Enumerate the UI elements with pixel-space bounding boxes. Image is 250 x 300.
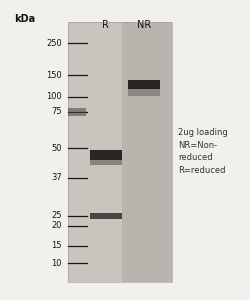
Text: 250: 250 [46, 38, 62, 47]
Bar [128, 80, 159, 89]
Bar [68, 22, 122, 282]
Text: 10: 10 [51, 259, 62, 268]
Text: 150: 150 [46, 70, 62, 80]
Bar [122, 22, 171, 282]
Text: 100: 100 [46, 92, 62, 101]
Text: 15: 15 [51, 242, 62, 250]
Text: NR: NR [136, 20, 150, 30]
Text: 75: 75 [51, 107, 62, 116]
Text: 50: 50 [51, 143, 62, 152]
Text: 20: 20 [51, 221, 62, 230]
Bar [128, 89, 159, 96]
Bar [68, 108, 86, 116]
Bar [90, 150, 122, 160]
Bar [90, 160, 122, 165]
Bar [90, 213, 122, 219]
Text: kDa: kDa [14, 14, 36, 24]
Bar [68, 22, 171, 282]
Text: 25: 25 [51, 212, 62, 220]
Text: 2ug loading
NR=Non-
reduced
R=reduced: 2ug loading NR=Non- reduced R=reduced [177, 128, 227, 175]
Text: R: R [101, 20, 108, 30]
Text: 37: 37 [51, 173, 62, 182]
